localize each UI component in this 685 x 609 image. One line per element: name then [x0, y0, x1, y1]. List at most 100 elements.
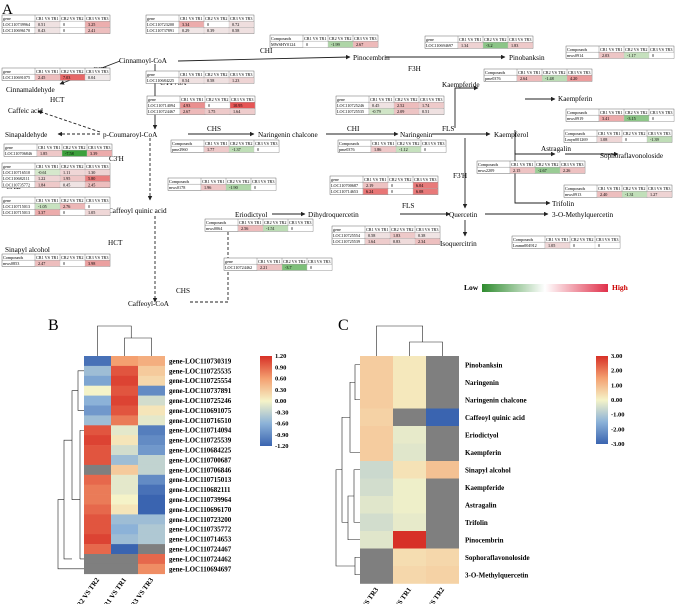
table-header-cell: CR3 VS TR3 [255, 141, 277, 146]
heatmap-c-legend-tick: 2.00 [611, 368, 622, 375]
table-value-text: 0 [310, 265, 312, 270]
table-header-cell: gene [147, 72, 155, 77]
table-id-cell: mws0919 [567, 116, 583, 121]
heatmap-c-cell [426, 496, 459, 514]
table-value-text: 7.03 [63, 75, 70, 80]
heatmap-b-cell [111, 405, 138, 416]
heatmap-b-cell [138, 435, 165, 446]
heatmap-c-cell [426, 443, 459, 462]
label-f3prime-h: F3'H [453, 172, 467, 180]
table-header-cell: CR2 VS TR2 [571, 237, 593, 242]
pathway-table-kaempferin: Compounds CR1 VS TR1 CR2 VS TR2 CR3 VS TR3 m… [565, 108, 675, 122]
heatmap-b-cell [84, 464, 111, 476]
heatmap-c-row-label: Naringenin [465, 379, 499, 387]
label-cinnamoyl-coa: Cinnamoyl-CoA [119, 57, 168, 65]
table-id-cell: Lmmn004912 [513, 243, 537, 248]
table-id-cell: LOC110682111 [3, 176, 30, 181]
heatmap-b-row-label: gene-LOC110737891 [169, 387, 232, 395]
heatmap-c-cell [426, 391, 459, 409]
heatmap-b-row-label: gene-LOC110725246 [169, 397, 232, 405]
label-kaempferol: Kaempferol [494, 131, 528, 139]
heatmap-b-row-label: gene-LOC110691075 [169, 407, 232, 415]
table-value-cell [369, 102, 394, 109]
heatmap-b-cell [111, 484, 138, 495]
arrow-cinnamoyl-pinocembrin [177, 54, 351, 62]
heatmap-b-cell [138, 554, 165, 565]
pathway-table-sinapyl: Compounds CR1 VS TR1 CR2 VS TR2 CR3 VS TR3 m… [1, 253, 111, 267]
table-value-text: 10.95 [233, 103, 242, 108]
heatmap-b-cell [84, 524, 111, 535]
table-id-cell: LOC110714653 [331, 189, 358, 194]
table-value-cell [570, 242, 595, 249]
table-value-cell [510, 167, 535, 174]
table-header-cell: CR2 VS TR2 [283, 259, 305, 264]
table-value-text: 0.43 [38, 28, 45, 33]
table-value-cell [60, 21, 85, 28]
label-sinapyl-alcohol: Sinapyl alcohol [5, 246, 50, 254]
heatmap-b-cell [138, 415, 165, 426]
table-value-cell [415, 232, 440, 239]
pathway-table-f3prh: gene CR1 VS TR1 CR2 VS TR2 CR3 VS TR3 LOC110… [329, 175, 439, 195]
table-header-cell: Compounds [485, 70, 506, 75]
heatmap-c-col-dendrogram [376, 325, 443, 356]
table-value-text: 0 [254, 185, 256, 190]
table-header-cell: CR2 VS TR2 [61, 255, 83, 260]
heatmap-c-cell [360, 496, 393, 514]
table-value-text: 6.04 [416, 183, 424, 188]
table-value-cell [624, 115, 649, 122]
heatmap-b-cell [138, 504, 165, 515]
heatmap-b-legend-tick: 0.30 [275, 387, 286, 394]
heatmap-c-col-label: CR1 VS TR1 [384, 586, 413, 604]
table-header-cell: CR2 VS TR2 [623, 131, 645, 136]
heatmap-c-row-label: 3-O-Methylquercetin [465, 571, 528, 579]
table-value-cell [85, 260, 110, 267]
heatmap-c-row-label: Eriodictyol [465, 431, 498, 439]
table-header-cell: CR3 VS TR3 [650, 47, 672, 52]
table-header-cell: CR3 VS TR3 [231, 97, 253, 102]
table-value-text: -3.7 [285, 265, 292, 270]
table-value-cell [60, 169, 85, 176]
table-header-cell: CR1 VS TR1 [518, 70, 540, 75]
table-id-cell: mws0064 [206, 226, 223, 231]
table-value-text: 1.83 [511, 43, 518, 48]
table-value-cell [390, 238, 415, 245]
table-value-text: 6.24 [366, 189, 374, 194]
table-value-cell [597, 191, 622, 198]
pathway-table-hct-top: gene CR1 VS TR1 CR2 VS TR2 CR3 VS TR3 LOC110… [1, 67, 111, 81]
arrow-kaempferol-kaempferide [454, 85, 479, 128]
heatmap-b-cell [111, 455, 138, 466]
heatmap-c-cell [360, 356, 393, 374]
table-header-cell: CR2 VS TR2 [395, 97, 417, 102]
heatmap-b-cell [111, 385, 138, 396]
panel-label-a: A [2, 2, 13, 18]
table-header-cell: Compounds [169, 179, 190, 184]
table-header-cell: CR2 VS TR2 [230, 141, 252, 146]
heatmap-b-legend-tick: 1.20 [275, 353, 286, 360]
table-value-text: 0.38 [418, 233, 425, 238]
table-id-cell: mws0853 [3, 261, 19, 266]
table-header-cell: Compounds [565, 131, 586, 136]
table-value-cell [179, 27, 204, 34]
table-header-cell: CR2 VS TR2 [625, 47, 647, 52]
table-value-cell [597, 136, 622, 143]
heatmap-c-cell [426, 408, 459, 427]
table-header-cell: CR3 VS TR3 [86, 164, 108, 169]
table-value-cell [595, 242, 620, 249]
pathway-table-trifolin: Compounds CR1 VS TR1 CR2 VS TR2 CR3 VS TR3 m… [563, 184, 673, 198]
table-value-cell [205, 102, 230, 109]
table-id-cell: Lmyn001269 [565, 137, 588, 142]
heatmap-b-row-label: gene-LOC110730319 [169, 357, 232, 365]
table-value-cell [229, 27, 254, 34]
table-id-cell: LOC110715013 [3, 210, 30, 215]
table-value-cell [517, 75, 542, 82]
label-sinapaldehyde: Sinapaldehyde [5, 131, 47, 139]
heatmap-c-cell [360, 443, 393, 462]
heatmap-c-legend-tick: 1.00 [611, 382, 622, 389]
table-value-cell [254, 146, 279, 153]
heatmap-b-cell [111, 365, 138, 377]
label-chs-low: CHS [176, 287, 190, 295]
table-value-text: 0 [573, 243, 575, 248]
table-header-cell: Compounds [567, 47, 588, 52]
table-header-cell: CR1 VS TR1 [205, 141, 227, 146]
table-value-text: 0 [291, 226, 293, 231]
